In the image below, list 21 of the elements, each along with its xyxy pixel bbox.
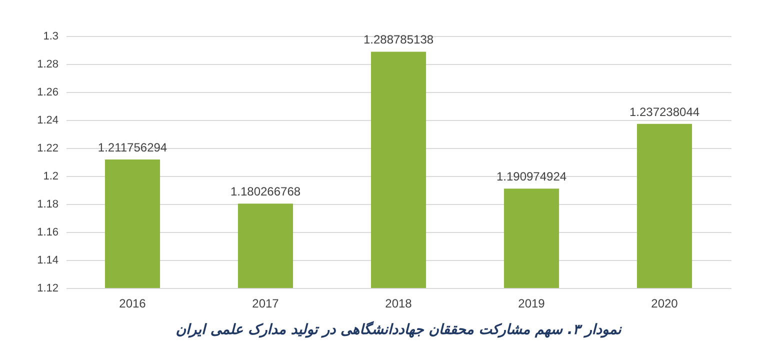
data-label: 1.180266768 (230, 184, 301, 199)
x-tick-label: 2019 (518, 296, 546, 310)
y-tick-label: 1.24 (37, 114, 58, 126)
y-tick-label: 1.22 (37, 142, 58, 154)
y-tick-label: 1.26 (37, 86, 58, 98)
data-label: 1.211756294 (98, 140, 168, 155)
y-tick-label: 1.14 (37, 254, 58, 266)
text: نمودار ۳. سهم مشارکت محققان جهاددانشگاهی در تولید مدارک علمی ایران (176, 321, 622, 338)
data-label: 1.237238044 (629, 104, 700, 119)
x-tick-label: 2016 (119, 296, 146, 310)
y-tick-label: 1.28 (37, 58, 58, 70)
y-tick-label: 1.2 (43, 170, 58, 182)
x-tick-label: 2018 (385, 296, 412, 310)
y-tick-label: 1.3 (43, 30, 58, 42)
y-tick-label: 1.18 (37, 198, 58, 210)
y-tick-label: 1.12 (37, 282, 58, 294)
y-tick-label: 1.16 (37, 226, 58, 238)
data-label: 1.288785138 (363, 32, 434, 47)
data-label: 1.190974924 (496, 170, 567, 184)
x-tick-label: 2020 (651, 296, 678, 310)
x-tick-label: 2017 (252, 296, 280, 310)
